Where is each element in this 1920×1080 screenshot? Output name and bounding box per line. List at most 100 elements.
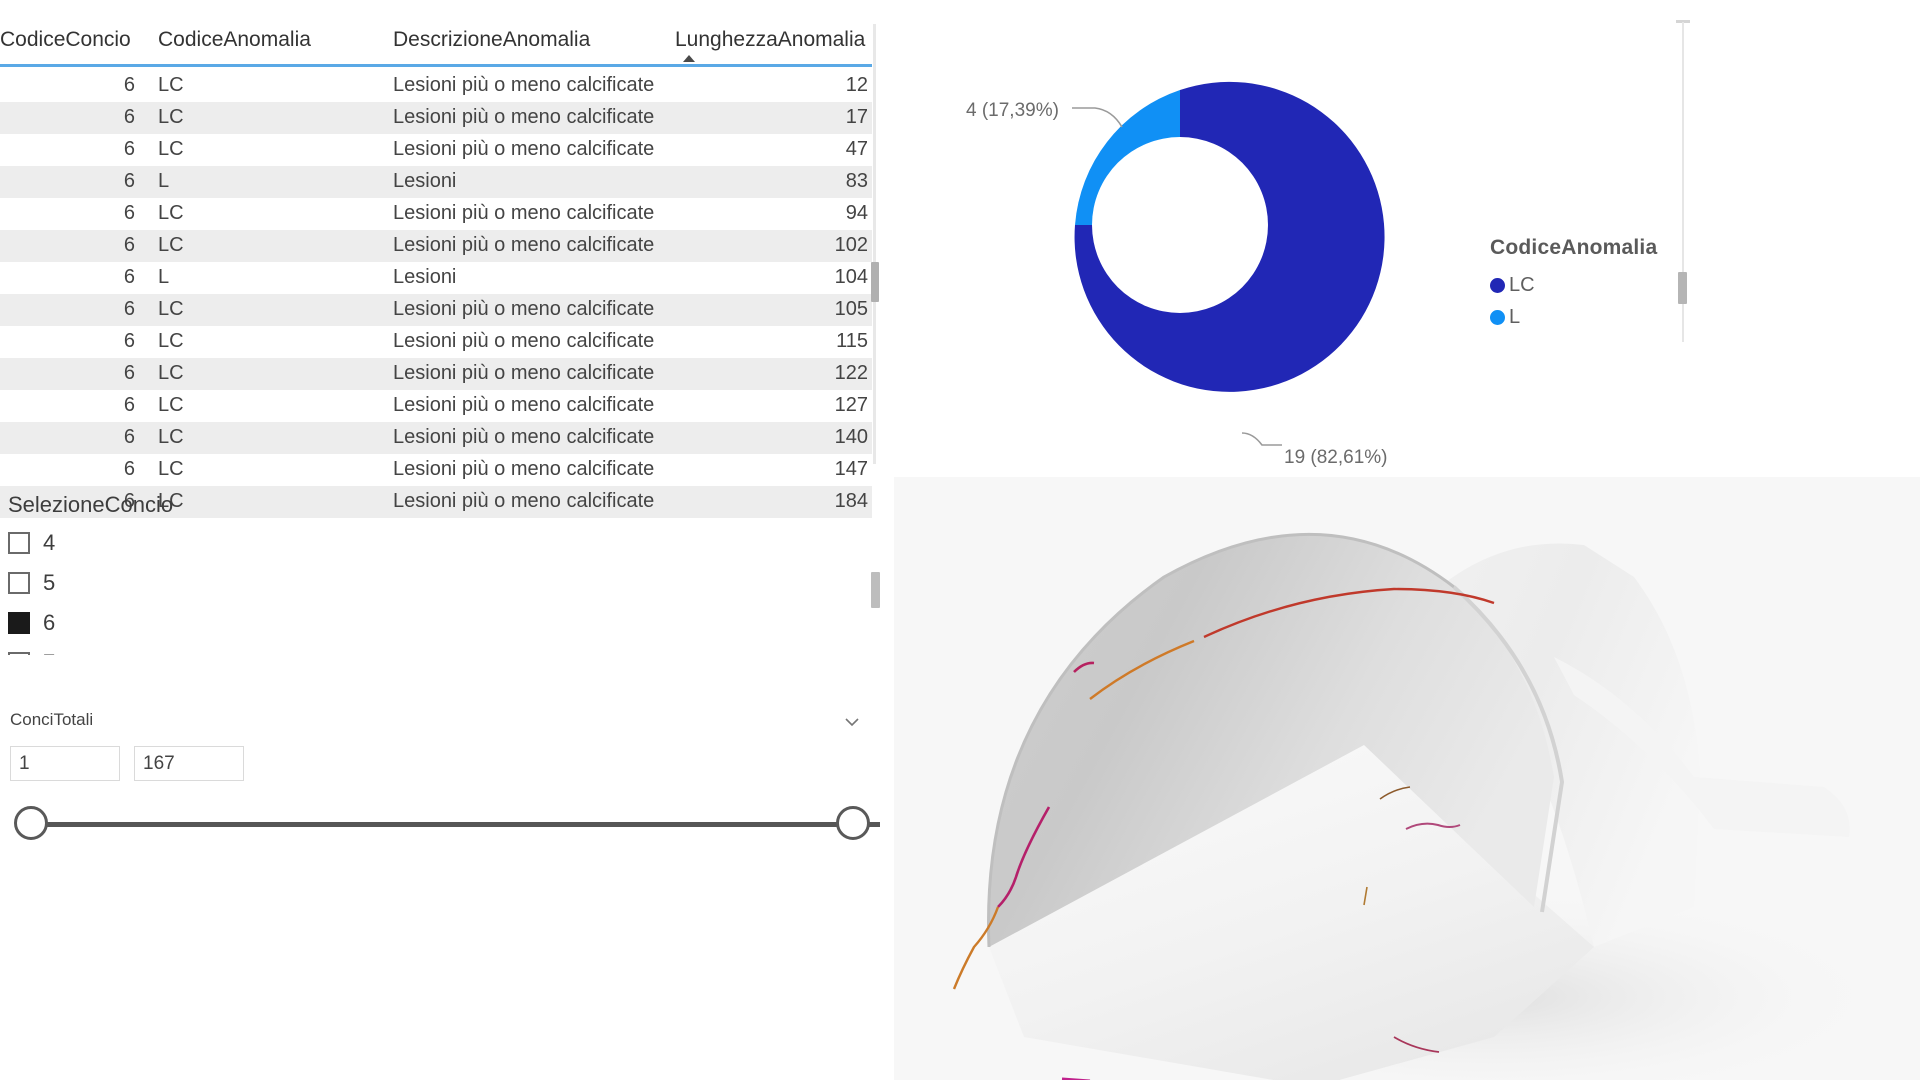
legend-item-l[interactable]: L (1490, 301, 1770, 333)
table-row[interactable]: 6 LC Lesioni più o meno calcificate 12 (0, 70, 872, 102)
slicer-item-label: 6 (43, 610, 56, 635)
donut-chart-svg (1072, 81, 1385, 446)
range-max-input[interactable]: 167 (134, 746, 244, 781)
cell-codiceconcio: 6 (123, 298, 135, 320)
anomalies-table-visual[interactable]: CodiceConcio CodiceAnomalia DescrizioneA… (0, 0, 880, 528)
cell-lunghezzaanomalia: 47 (845, 138, 868, 160)
donut-hole (1092, 137, 1268, 313)
cell-descrizioneanomalia: Lesioni più o meno calcificate (393, 106, 655, 128)
cell-codiceconcio: 6 (123, 74, 135, 96)
crack-trace-4 (997, 806, 1051, 908)
page-scrollbar-thumb[interactable] (1678, 272, 1687, 304)
page-scrollbar-track[interactable] (1682, 22, 1684, 342)
table-row[interactable]: 6 LC Lesioni più o meno calcificate 102 (0, 230, 872, 262)
table-row[interactable]: 6 L Lesioni 104 (0, 262, 872, 294)
checkbox-icon[interactable] (8, 572, 30, 594)
crack-trace-2 (1089, 639, 1195, 700)
cell-codiceconcio: 6 (123, 170, 135, 192)
cell-codiceanomalia: LC (158, 74, 184, 96)
range-slider-handle-min[interactable] (14, 806, 48, 840)
cell-descrizioneanomalia: Lesioni (393, 266, 457, 288)
slicer-item-label: 5 (43, 570, 56, 595)
cell-codiceanomalia: LC (158, 138, 184, 160)
slicer-item-6[interactable]: 6 (8, 603, 408, 643)
table-row[interactable]: 6 LC Lesioni più o meno calcificate 94 (0, 198, 872, 230)
cell-codiceconcio: 6 (123, 234, 135, 256)
cell-codiceconcio: 6 (123, 106, 135, 128)
column-header-descrizioneanomalia[interactable]: DescrizioneAnomalia (393, 28, 591, 51)
cell-lunghezzaanomalia: 104 (834, 266, 868, 288)
donut-data-label-l: 4 (17,39%) (966, 100, 1059, 121)
donut-legend: CodiceAnomalia LC L (1490, 236, 1770, 333)
table-scrollbar-thumb[interactable] (871, 262, 879, 302)
cell-lunghezzaanomalia: 94 (845, 202, 868, 224)
cell-descrizioneanomalia: Lesioni più o meno calcificate (393, 362, 655, 384)
page-scrollbar-cap (1676, 20, 1690, 23)
column-header-codiceanomalia[interactable]: CodiceAnomalia (158, 28, 311, 51)
cell-lunghezzaanomalia: 102 (834, 234, 868, 256)
cell-codiceanomalia: L (158, 170, 170, 192)
table-row[interactable]: 6 LC Lesioni più o meno calcificate 17 (0, 102, 872, 134)
slicer-item-7[interactable]: 7 (8, 643, 408, 655)
range-slider-track[interactable] (30, 822, 880, 827)
legend-color-dot-lc (1490, 277, 1505, 293)
crack-trace-11 (1393, 1036, 1440, 1053)
slicer-item-5[interactable]: 5 (8, 563, 408, 603)
cell-codiceanomalia: LC (158, 426, 184, 448)
cell-codiceconcio: 6 (123, 490, 135, 512)
cell-descrizioneanomalia: Lesioni più o meno calcificate (393, 426, 655, 448)
legend-color-dot-l (1490, 309, 1505, 325)
legend-label-l: L (1509, 305, 1521, 328)
cell-codiceanomalia: LC (158, 458, 184, 480)
legend-title: CodiceAnomalia (1490, 236, 1658, 259)
cell-lunghezzaanomalia: 140 (834, 426, 868, 448)
concitotali-range-slicer[interactable]: ConciTotali 1 167 (0, 710, 880, 850)
cell-descrizioneanomalia: Lesioni più o meno calcificate (393, 234, 655, 256)
column-header-lunghezzaanomalia[interactable]: LunghezzaAnomalia (675, 28, 866, 51)
checkbox-icon[interactable] (8, 532, 30, 554)
selezioneconcio-slicer[interactable]: SelezioneConcio 4 5 6 7 (0, 480, 880, 655)
cell-codiceanomalia: LC (158, 202, 184, 224)
chevron-down-icon[interactable] (842, 712, 862, 732)
cell-descrizioneanomalia: Lesioni più o meno calcificate (393, 490, 655, 512)
column-header-codiceconcio[interactable]: CodiceConcio (0, 28, 131, 51)
range-slider-handle-max[interactable] (836, 806, 870, 840)
table-row[interactable]: 6 LC Lesioni più o meno calcificate 140 (0, 422, 872, 454)
cell-codiceanomalia: LC (158, 330, 184, 352)
table-row[interactable]: 6 LC Lesioni più o meno calcificate 184 (0, 486, 872, 518)
table-row[interactable]: 6 LC Lesioni più o meno calcificate 122 (0, 358, 872, 390)
cell-descrizioneanomalia: Lesioni più o meno calcificate (393, 330, 655, 352)
table-row[interactable]: 6 LC Lesioni più o meno calcificate 47 (0, 134, 872, 166)
crack-trace-5 (952, 906, 1000, 990)
tunnel-3d-viewport[interactable] (894, 477, 1920, 1080)
table-row[interactable]: 6 LC Lesioni più o meno calcificate 147 (0, 454, 872, 486)
slicer-item-label: 7 (43, 650, 55, 655)
cell-codiceanomalia: LC (158, 362, 184, 384)
cell-codiceanomalia: L (158, 266, 170, 288)
range-min-input[interactable]: 1 (10, 746, 120, 781)
tunnel-lip (1554, 657, 1850, 837)
slicer-scrollbar-thumb[interactable] (871, 572, 880, 608)
donut-leader-line-l (1072, 107, 1123, 128)
cell-codiceconcio: 6 (123, 394, 135, 416)
table-row[interactable]: 6 LC Lesioni più o meno calcificate 127 (0, 390, 872, 422)
checkbox-icon[interactable] (8, 652, 30, 655)
table-scrollbar-track[interactable] (873, 24, 876, 464)
slicer-item-4[interactable]: 4 (8, 523, 408, 563)
cell-codiceanomalia: LC (158, 394, 184, 416)
table-row[interactable]: 6 LC Lesioni più o meno calcificate 115 (0, 326, 872, 358)
sort-ascending-icon (683, 55, 695, 62)
tunnel-arch-face (988, 534, 1554, 947)
table-row[interactable]: 6 LC Lesioni più o meno calcificate 105 (0, 294, 872, 326)
cell-lunghezzaanomalia: 147 (834, 458, 868, 480)
cell-lunghezzaanomalia: 105 (834, 298, 868, 320)
table-row[interactable]: 6 L Lesioni 83 (0, 166, 872, 198)
legend-label-lc: LC (1509, 273, 1535, 296)
checkbox-checked-icon[interactable] (8, 612, 30, 634)
cell-descrizioneanomalia: Lesioni più o meno calcificate (393, 298, 655, 320)
cell-codiceanomalia: LC (158, 298, 184, 320)
legend-item-lc[interactable]: LC (1490, 269, 1770, 301)
codiceanomalia-donut-chart[interactable]: 4 (17,39%) 19 (82,61%) CodiceAnomalia LC… (890, 0, 1920, 470)
cell-descrizioneanomalia: Lesioni (393, 170, 457, 192)
slicer-title: SelezioneConcio (8, 492, 174, 517)
